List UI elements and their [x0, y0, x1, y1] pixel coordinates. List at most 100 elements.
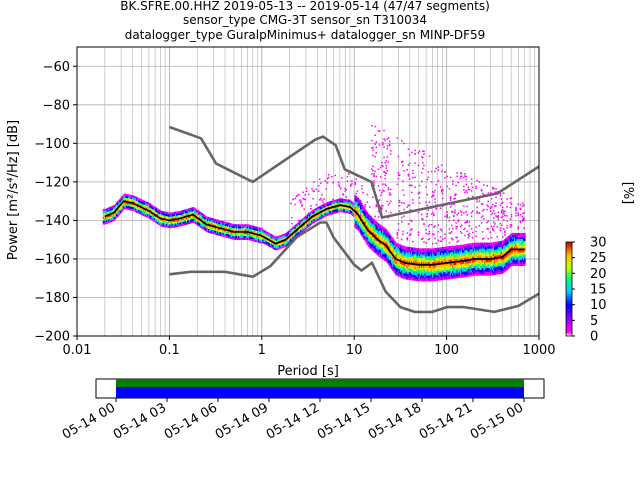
- heat-cell: [398, 253, 401, 256]
- heat-cell: [363, 227, 365, 231]
- heat-cell: [372, 246, 374, 250]
- heat-cell: [469, 256, 472, 260]
- heat-cell: [251, 238, 253, 242]
- heat-cell: [303, 217, 305, 220]
- heat-cell: [143, 200, 146, 203]
- heat-cell: [403, 194, 405, 196]
- heat-cell: [363, 212, 365, 215]
- heat-cell: [387, 186, 390, 189]
- heat-cell: [447, 275, 450, 278]
- heat-cell: [364, 237, 366, 240]
- heat-cell: [346, 199, 349, 202]
- heat-cell: [476, 267, 478, 270]
- heat-cell: [388, 246, 391, 249]
- heat-cell: [376, 241, 379, 244]
- heat-cell: [452, 268, 454, 272]
- heat-cell: [177, 213, 179, 216]
- heat-cell: [379, 255, 382, 258]
- heat-cell: [378, 130, 381, 133]
- heat-cell: [232, 233, 234, 236]
- heat-cell: [397, 262, 400, 265]
- heat-cell: [434, 251, 436, 255]
- heat-cell: [404, 257, 406, 261]
- heat-cell: [172, 214, 175, 217]
- heat-cell: [463, 244, 465, 247]
- heat-cell: [501, 209, 504, 211]
- heat-cell: [367, 240, 370, 243]
- heat-cell: [448, 246, 451, 249]
- heat-cell: [407, 266, 410, 269]
- heat-cell: [168, 212, 170, 215]
- heat-cell: [415, 255, 417, 258]
- heat-cell: [407, 254, 410, 257]
- heat-cell: [351, 203, 353, 206]
- heat-cell: [206, 226, 209, 229]
- heat-cell: [462, 265, 464, 269]
- heat-cell: [361, 228, 363, 231]
- heat-cell: [386, 232, 389, 235]
- heat-cell: [180, 220, 182, 223]
- heat-cell: [509, 245, 512, 248]
- heat-cell: [273, 243, 276, 246]
- heat-cell: [426, 273, 429, 276]
- heat-cell: [150, 206, 152, 209]
- heat-cell: [463, 256, 465, 259]
- heat-cell: [123, 203, 126, 206]
- heat-cell: [473, 263, 475, 267]
- heat-cell: [468, 235, 471, 237]
- heat-cell: [427, 256, 430, 259]
- heat-cell: [499, 260, 502, 263]
- heat-cell: [514, 252, 516, 255]
- heat-cell: [389, 259, 392, 263]
- heat-cell: [491, 248, 494, 251]
- heat-cell: [433, 226, 435, 228]
- heat-cell: [354, 219, 356, 223]
- heat-cell: [106, 216, 108, 219]
- heat-cell: [436, 272, 439, 276]
- heat-cell: [375, 250, 378, 253]
- heat-cell: [483, 267, 485, 270]
- heat-cell: [382, 245, 384, 248]
- heat-cell: [373, 219, 375, 222]
- heat-cell: [374, 143, 376, 145]
- heat-cell: [107, 215, 109, 218]
- heat-cell: [387, 262, 390, 265]
- heat-cell: [424, 271, 426, 274]
- heat-cell: [375, 244, 378, 247]
- heat-cell: [293, 235, 295, 238]
- heat-cell: [371, 220, 373, 223]
- heat-cell: [386, 249, 389, 252]
- heat-cell: [469, 249, 472, 252]
- heat-cell: [262, 239, 264, 242]
- heat-cell: [371, 234, 373, 237]
- heat-cell: [440, 270, 443, 273]
- heat-cell: [377, 250, 380, 253]
- heat-cell: [305, 219, 308, 222]
- heat-cell: [280, 234, 282, 238]
- heat-cell: [498, 262, 501, 265]
- heat-cell: [167, 221, 169, 225]
- heat-cell: [381, 250, 383, 253]
- heat-cell: [209, 225, 211, 228]
- heat-cell: [369, 233, 372, 236]
- heat-cell: [465, 247, 467, 251]
- heat-cell: [440, 268, 443, 271]
- heat-cell: [405, 254, 407, 257]
- heat-cell: [391, 265, 393, 268]
- heat-cell: [396, 246, 399, 250]
- heat-cell: [493, 229, 495, 232]
- heat-cell: [412, 274, 414, 277]
- heat-cell: [464, 227, 466, 230]
- heat-cell: [443, 254, 445, 257]
- heat-cell: [409, 277, 412, 281]
- heat-cell: [495, 247, 497, 250]
- heat-cell: [448, 263, 451, 266]
- heat-cell: [516, 246, 518, 249]
- heat-cell: [500, 271, 503, 274]
- heat-cell: [420, 254, 423, 257]
- heat-cell: [330, 202, 332, 206]
- heat-cell: [486, 244, 488, 247]
- heat-cell: [493, 272, 495, 276]
- heat-cell: [255, 232, 258, 235]
- heat-cell: [356, 204, 359, 207]
